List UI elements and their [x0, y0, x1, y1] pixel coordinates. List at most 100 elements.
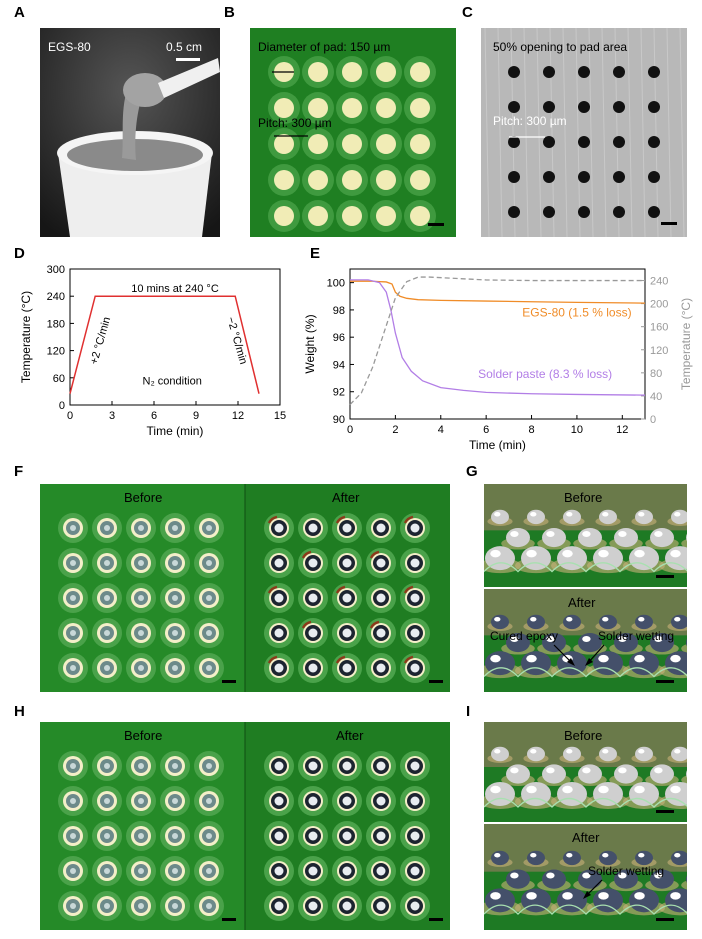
pad-array-before-after — [40, 722, 450, 930]
solder-ball — [593, 782, 623, 806]
ball-highlight — [598, 654, 609, 663]
ball-highlight — [602, 617, 609, 622]
stencil-hole — [578, 171, 590, 183]
weight-line — [350, 280, 646, 304]
x-tick-label: 3 — [109, 410, 115, 422]
ball-highlight — [376, 796, 386, 806]
ball-highlight — [582, 872, 591, 879]
solder-ball — [665, 888, 687, 913]
stencil-hole — [543, 171, 555, 183]
ball-highlight — [410, 901, 420, 911]
pad-reflection — [681, 880, 687, 890]
epoxy-residue — [335, 515, 346, 524]
ball-highlight — [138, 833, 144, 839]
scale-bar — [656, 575, 674, 578]
solder-ball — [557, 782, 587, 806]
ball-highlight — [206, 833, 212, 839]
solder-ball — [506, 764, 530, 784]
ball-highlight — [674, 852, 681, 858]
solder-ball — [614, 764, 638, 784]
ball-highlight — [562, 549, 573, 558]
ball-highlight — [376, 628, 386, 638]
ball-highlight — [670, 654, 681, 663]
scale-bar — [656, 680, 674, 683]
ball-highlight — [654, 530, 663, 537]
pad-array-before-after — [40, 484, 450, 692]
ball-highlight — [342, 593, 352, 603]
opening-label: 50% opening to pad area — [493, 40, 628, 54]
panel-label-i: I — [466, 703, 471, 720]
ball-highlight — [526, 654, 537, 663]
after-label: After — [332, 490, 360, 505]
epoxy-residue — [369, 620, 380, 629]
ball-highlight — [138, 665, 144, 671]
x-tick-label: 15 — [274, 410, 286, 422]
epoxy-residue — [403, 585, 414, 594]
ball-highlight — [638, 617, 645, 622]
ball-highlight — [546, 872, 555, 879]
ball-highlight — [494, 512, 501, 517]
solder-ball — [578, 527, 602, 548]
ball-highlight — [70, 798, 76, 804]
ball-highlight — [410, 663, 420, 673]
stencil-hole — [508, 101, 520, 113]
ball-highlight — [104, 630, 110, 636]
ball-highlight — [618, 767, 627, 774]
pad — [376, 170, 396, 190]
panel-h-photo: Before After — [40, 722, 450, 930]
ball-highlight — [376, 831, 386, 841]
ball-highlight — [342, 901, 352, 911]
pad — [410, 134, 430, 154]
ball-highlight — [546, 767, 555, 774]
ball-highlight — [494, 617, 501, 622]
pad — [274, 98, 294, 118]
ball-highlight — [308, 901, 318, 911]
plot-frame — [69, 268, 281, 406]
solder-ball — [506, 527, 530, 548]
ball-highlight — [172, 798, 178, 804]
sample-name: EGS-80 — [48, 40, 91, 54]
ball-highlight — [670, 785, 681, 794]
ball-highlight — [274, 628, 284, 638]
side-view-balls — [484, 484, 687, 574]
hold-annotation: 10 mins at 240 °C — [131, 283, 219, 295]
y-tick-label: 98 — [333, 305, 345, 317]
stencil-holes — [484, 28, 685, 237]
panel-label-d: D — [14, 245, 25, 262]
ball-highlight — [618, 872, 627, 879]
pad — [342, 98, 362, 118]
ball-highlight — [674, 617, 681, 622]
ball-highlight — [618, 635, 627, 642]
pad — [376, 62, 396, 82]
before-label: Before — [564, 490, 603, 505]
y2-tick-label: 0 — [650, 414, 656, 426]
y2-axis-label: Temperature (°C) — [679, 298, 693, 390]
ball-highlight — [674, 512, 681, 517]
ball-highlight — [510, 872, 519, 879]
y-tick-label: 90 — [333, 414, 345, 426]
ball-highlight — [206, 798, 212, 804]
solder-ball — [491, 746, 509, 762]
ramp-up-annotation: +2 °C/min — [88, 316, 113, 366]
y-tick-label: 240 — [47, 291, 65, 303]
panel-a-photo: EGS-80 0.5 cm — [40, 28, 220, 237]
brush-line — [614, 28, 620, 237]
solder-ball — [557, 546, 587, 571]
solder-ball — [599, 746, 617, 762]
solder-ball — [563, 509, 581, 525]
ball-highlight — [274, 831, 284, 841]
scale-bar — [176, 58, 200, 61]
ball-highlight — [274, 761, 284, 771]
ball-highlight — [172, 595, 178, 601]
ball-highlight — [70, 868, 76, 874]
ball-highlight — [70, 630, 76, 636]
scale-bar — [429, 918, 443, 921]
ball-highlight — [70, 763, 76, 769]
ball-highlight — [602, 852, 609, 858]
scale-bar — [428, 223, 444, 226]
ball-highlight — [598, 549, 609, 558]
ball-highlight — [634, 654, 645, 663]
ball-highlight — [410, 523, 420, 533]
ball-highlight — [206, 560, 212, 566]
solder-ball — [686, 770, 687, 778]
